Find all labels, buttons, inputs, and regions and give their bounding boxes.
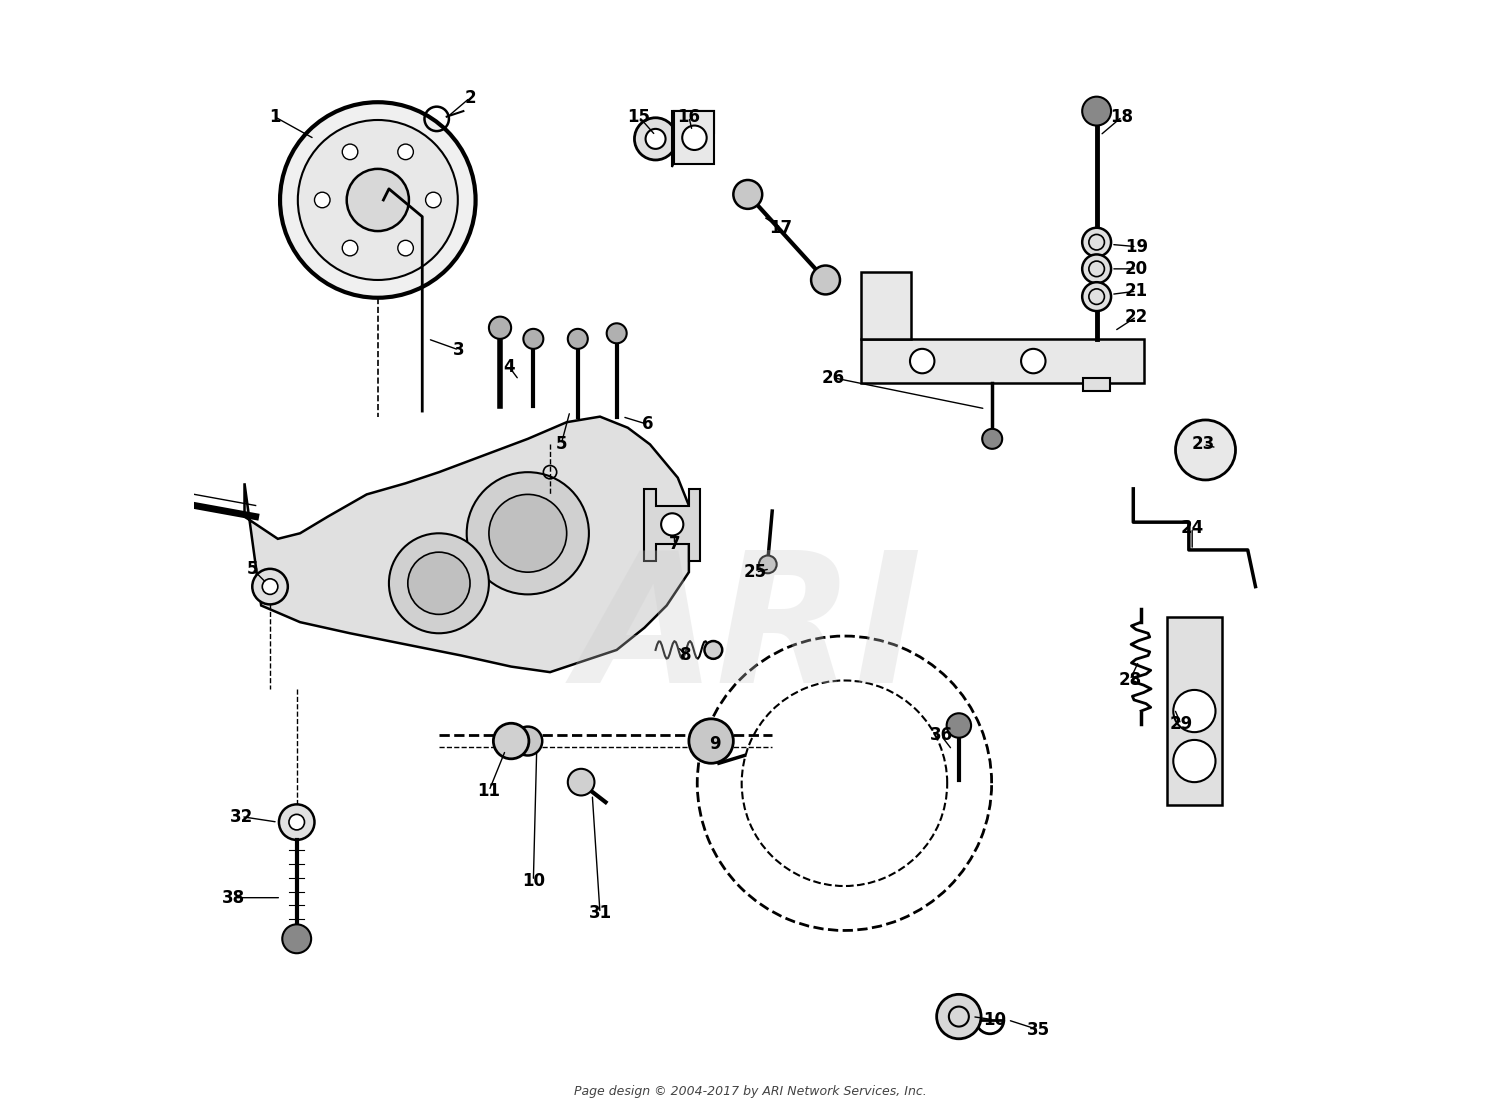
Text: 6: 6: [642, 416, 654, 433]
Circle shape: [388, 533, 489, 633]
Circle shape: [524, 329, 543, 349]
Text: 2: 2: [464, 89, 476, 107]
Text: 18: 18: [1110, 108, 1134, 126]
Text: 10: 10: [522, 872, 544, 890]
Circle shape: [1082, 228, 1112, 257]
Text: 26: 26: [822, 369, 844, 387]
Circle shape: [298, 120, 458, 280]
Polygon shape: [1167, 617, 1222, 805]
Text: 4: 4: [503, 358, 515, 376]
Text: 32: 32: [230, 808, 254, 825]
Text: 20: 20: [1125, 260, 1148, 278]
Circle shape: [705, 641, 722, 659]
Circle shape: [812, 266, 840, 294]
Text: 15: 15: [627, 108, 651, 126]
Circle shape: [489, 317, 512, 339]
Circle shape: [279, 804, 315, 840]
Circle shape: [645, 129, 666, 149]
Circle shape: [982, 429, 1002, 449]
Circle shape: [1082, 254, 1112, 283]
Circle shape: [494, 723, 530, 759]
Text: 3: 3: [453, 341, 465, 359]
Circle shape: [342, 240, 358, 256]
Text: 7: 7: [669, 536, 681, 553]
Circle shape: [734, 180, 762, 209]
Polygon shape: [861, 272, 910, 339]
Text: 29: 29: [1170, 715, 1192, 733]
Polygon shape: [861, 339, 1144, 383]
Text: 22: 22: [1125, 308, 1149, 326]
Text: 21: 21: [1125, 282, 1148, 300]
Text: 10: 10: [982, 1011, 1006, 1029]
Circle shape: [682, 126, 706, 150]
Circle shape: [759, 556, 777, 573]
Circle shape: [1176, 420, 1236, 480]
Text: 11: 11: [477, 782, 501, 800]
Circle shape: [946, 713, 970, 738]
Circle shape: [426, 192, 441, 208]
FancyBboxPatch shape: [1083, 378, 1110, 391]
Text: ARI: ARI: [578, 546, 922, 721]
Circle shape: [342, 144, 358, 160]
Text: 38: 38: [222, 889, 245, 907]
Circle shape: [489, 494, 567, 572]
Circle shape: [936, 994, 981, 1039]
Circle shape: [290, 814, 304, 830]
Text: 16: 16: [678, 108, 700, 126]
Text: 24: 24: [1180, 519, 1204, 537]
Text: 9: 9: [708, 735, 720, 753]
Text: 35: 35: [1028, 1021, 1050, 1039]
Circle shape: [1173, 740, 1215, 782]
Circle shape: [1022, 349, 1046, 373]
Text: 8: 8: [680, 647, 692, 664]
Text: 1: 1: [268, 108, 280, 126]
Circle shape: [280, 102, 476, 298]
Circle shape: [1173, 690, 1215, 732]
Circle shape: [688, 719, 734, 763]
Polygon shape: [672, 111, 714, 167]
Circle shape: [315, 192, 330, 208]
Polygon shape: [645, 489, 700, 561]
Text: 23: 23: [1191, 436, 1215, 453]
Circle shape: [346, 169, 410, 231]
Circle shape: [252, 569, 288, 604]
Text: 17: 17: [770, 219, 792, 237]
Text: 19: 19: [1125, 238, 1148, 256]
Circle shape: [1082, 97, 1112, 126]
Circle shape: [408, 552, 470, 614]
Text: Page design © 2004-2017 by ARI Network Services, Inc.: Page design © 2004-2017 by ARI Network S…: [573, 1084, 927, 1098]
Text: 36: 36: [930, 727, 952, 744]
Circle shape: [398, 144, 414, 160]
Text: 5: 5: [555, 436, 567, 453]
Circle shape: [568, 769, 594, 795]
Polygon shape: [675, 111, 714, 164]
Circle shape: [282, 924, 310, 953]
Circle shape: [262, 579, 278, 594]
Circle shape: [513, 727, 542, 755]
Circle shape: [1082, 282, 1112, 311]
Polygon shape: [244, 417, 688, 672]
Circle shape: [568, 329, 588, 349]
Circle shape: [910, 349, 934, 373]
Text: 28: 28: [1119, 671, 1142, 689]
Circle shape: [466, 472, 590, 594]
Circle shape: [398, 240, 414, 256]
Circle shape: [606, 323, 627, 343]
Text: 5: 5: [246, 560, 258, 578]
Text: 25: 25: [744, 563, 766, 581]
Text: 31: 31: [588, 904, 612, 922]
Circle shape: [634, 118, 676, 160]
Circle shape: [662, 513, 684, 536]
